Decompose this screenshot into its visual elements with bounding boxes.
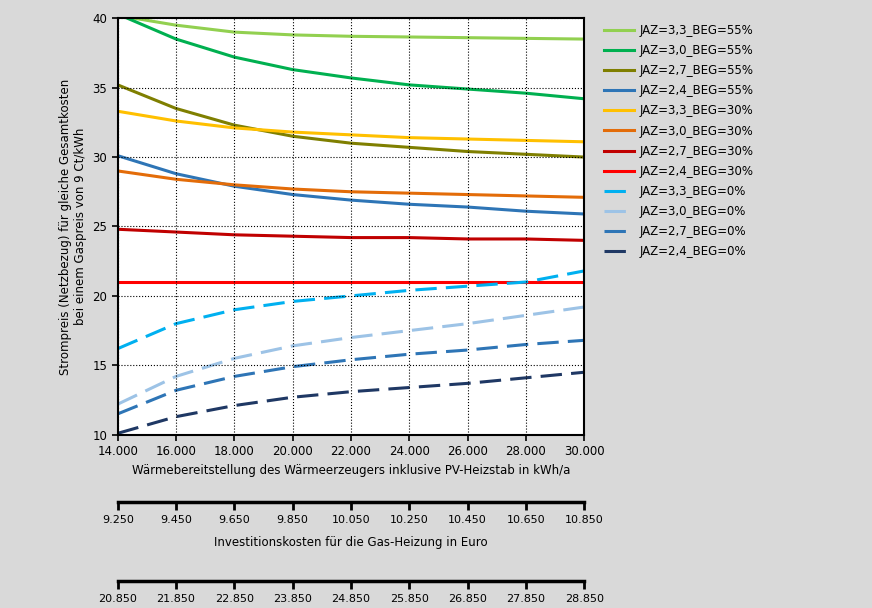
Y-axis label: Strompreis (Netzbezug) für gleiche Gesamtkosten
bei einem Gaspreis von 9 Ct/kWh: Strompreis (Netzbezug) für gleiche Gesam…	[59, 78, 87, 375]
Legend: JAZ=3,3_BEG=55%, JAZ=3,0_BEG=55%, JAZ=2,7_BEG=55%, JAZ=2,4_BEG=55%, JAZ=3,3_BEG=: JAZ=3,3_BEG=55%, JAZ=3,0_BEG=55%, JAZ=2,…	[604, 24, 753, 258]
X-axis label: Investitionskosten für die Gas-Heizung in Euro: Investitionskosten für die Gas-Heizung i…	[215, 536, 487, 549]
X-axis label: Wärmebereitstellung des Wärmeerzeugers inklusive PV-Heizstab in kWh/a: Wärmebereitstellung des Wärmeerzeugers i…	[132, 464, 570, 477]
